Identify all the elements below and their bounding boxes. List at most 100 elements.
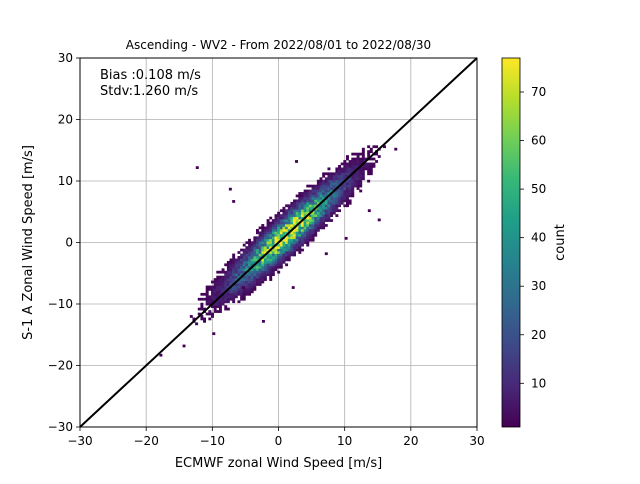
heatmap-bin bbox=[242, 251, 246, 254]
heatmap-bin bbox=[298, 238, 302, 242]
heatmap-bin bbox=[229, 270, 233, 274]
heatmap-bin bbox=[248, 260, 252, 264]
heatmap-bin bbox=[274, 224, 278, 227]
heatmap-bin bbox=[226, 292, 230, 296]
heatmap-bin bbox=[375, 145, 379, 149]
heatmap-bin bbox=[248, 292, 252, 296]
heatmap-bin bbox=[248, 241, 252, 245]
heatmap-bin bbox=[322, 221, 326, 225]
heatmap-bin bbox=[240, 263, 244, 267]
heatmap-bin bbox=[285, 216, 289, 220]
x-tick-label: 30 bbox=[469, 434, 484, 448]
heatmap-bin bbox=[316, 206, 320, 210]
heatmap-bin bbox=[322, 182, 326, 185]
heatmap-bin bbox=[290, 211, 294, 215]
heatmap-bin bbox=[298, 216, 302, 220]
heatmap-bin bbox=[311, 214, 315, 217]
heatmap-bin bbox=[261, 263, 265, 267]
heatmap-bin bbox=[237, 260, 241, 264]
heatmap-bin bbox=[226, 283, 230, 286]
heatmap-bin bbox=[245, 253, 249, 257]
heatmap-bin bbox=[269, 253, 273, 257]
heatmap-bin bbox=[351, 174, 355, 178]
heatmap-bin bbox=[356, 162, 360, 166]
heatmap-bin bbox=[274, 256, 278, 259]
heatmap-bin bbox=[298, 224, 302, 227]
heatmap-bin bbox=[253, 251, 257, 254]
heatmap-bin bbox=[343, 196, 347, 200]
heatmap-bin bbox=[330, 189, 334, 193]
heatmap-bin bbox=[237, 263, 241, 267]
heatmap-bin bbox=[271, 248, 275, 252]
heatmap-bin bbox=[345, 184, 349, 188]
heatmap-bin bbox=[324, 219, 328, 222]
heatmap-bin bbox=[253, 283, 257, 286]
heatmap-bin bbox=[269, 216, 273, 220]
heatmap-bin bbox=[218, 275, 222, 279]
heatmap-bin bbox=[218, 300, 222, 304]
heatmap-bin bbox=[287, 236, 291, 240]
heatmap-bin bbox=[351, 160, 355, 163]
heatmap-bin bbox=[250, 248, 254, 252]
heatmap-bin bbox=[250, 273, 254, 277]
heatmap-bin bbox=[338, 192, 341, 195]
heatmap-bin bbox=[279, 258, 283, 262]
heatmap-bin bbox=[232, 273, 236, 277]
heatmap-bin bbox=[237, 270, 241, 274]
heatmap-bin bbox=[242, 280, 246, 284]
heatmap-bin bbox=[221, 295, 225, 299]
heatmap-bin bbox=[213, 307, 217, 311]
heatmap-bin bbox=[369, 165, 373, 168]
heatmap-bin bbox=[356, 152, 360, 156]
heatmap-bin bbox=[311, 236, 315, 240]
heatmap-bin bbox=[226, 290, 230, 294]
heatmap-bin bbox=[322, 206, 326, 210]
heatmap-bin bbox=[290, 248, 294, 252]
heatmap-bin bbox=[287, 258, 291, 262]
heatmap-bin bbox=[300, 221, 304, 225]
heatmap-bin bbox=[285, 219, 289, 222]
heatmap-bin bbox=[237, 288, 241, 291]
heatmap-bin bbox=[322, 187, 326, 190]
heatmap-bin bbox=[282, 231, 286, 235]
heatmap-bin bbox=[266, 253, 270, 257]
heatmap-bin bbox=[271, 241, 275, 245]
heatmap-bin bbox=[245, 256, 249, 259]
heatmap-bin bbox=[234, 273, 238, 277]
heatmap-bin bbox=[300, 214, 304, 217]
heatmap-bin bbox=[282, 214, 286, 217]
heatmap-bin bbox=[348, 192, 352, 195]
heatmap-bin bbox=[322, 179, 326, 183]
heatmap-bin bbox=[274, 260, 278, 264]
heatmap-bin bbox=[367, 150, 371, 154]
heatmap-bin bbox=[248, 243, 252, 247]
heatmap-bin bbox=[229, 258, 233, 262]
heatmap-bin bbox=[261, 238, 265, 242]
heatmap-bin bbox=[248, 263, 252, 267]
heatmap-bin bbox=[327, 167, 331, 171]
heatmap-bin bbox=[197, 307, 201, 311]
heatmap-bin bbox=[335, 177, 339, 181]
heatmap-bin bbox=[298, 206, 302, 210]
heatmap-bin bbox=[218, 278, 222, 281]
heatmap-bin bbox=[221, 268, 225, 272]
heatmap-bin bbox=[298, 248, 302, 252]
heatmap-bin bbox=[240, 280, 244, 284]
stdv-annotation: Stdv:1.260 m/s bbox=[100, 84, 198, 99]
heatmap-bin bbox=[287, 226, 291, 230]
heatmap-bin bbox=[261, 278, 265, 281]
heatmap-bin bbox=[250, 243, 254, 247]
plot-area: Bias :0.108 m/s Stdv:1.260 m/s bbox=[79, 57, 478, 428]
heatmap-bin bbox=[253, 236, 257, 240]
heatmap-bin bbox=[208, 312, 212, 316]
heatmap-bin bbox=[234, 258, 238, 262]
heatmap-bin bbox=[245, 251, 249, 254]
heatmap-bin bbox=[295, 194, 299, 198]
heatmap-bin bbox=[229, 260, 233, 264]
heatmap-bin bbox=[287, 238, 291, 242]
heatmap-bin bbox=[306, 216, 310, 220]
heatmap-bin bbox=[356, 165, 360, 168]
heatmap-bin bbox=[322, 172, 326, 176]
heatmap-bin bbox=[316, 192, 320, 195]
heatmap-bin bbox=[324, 187, 328, 190]
